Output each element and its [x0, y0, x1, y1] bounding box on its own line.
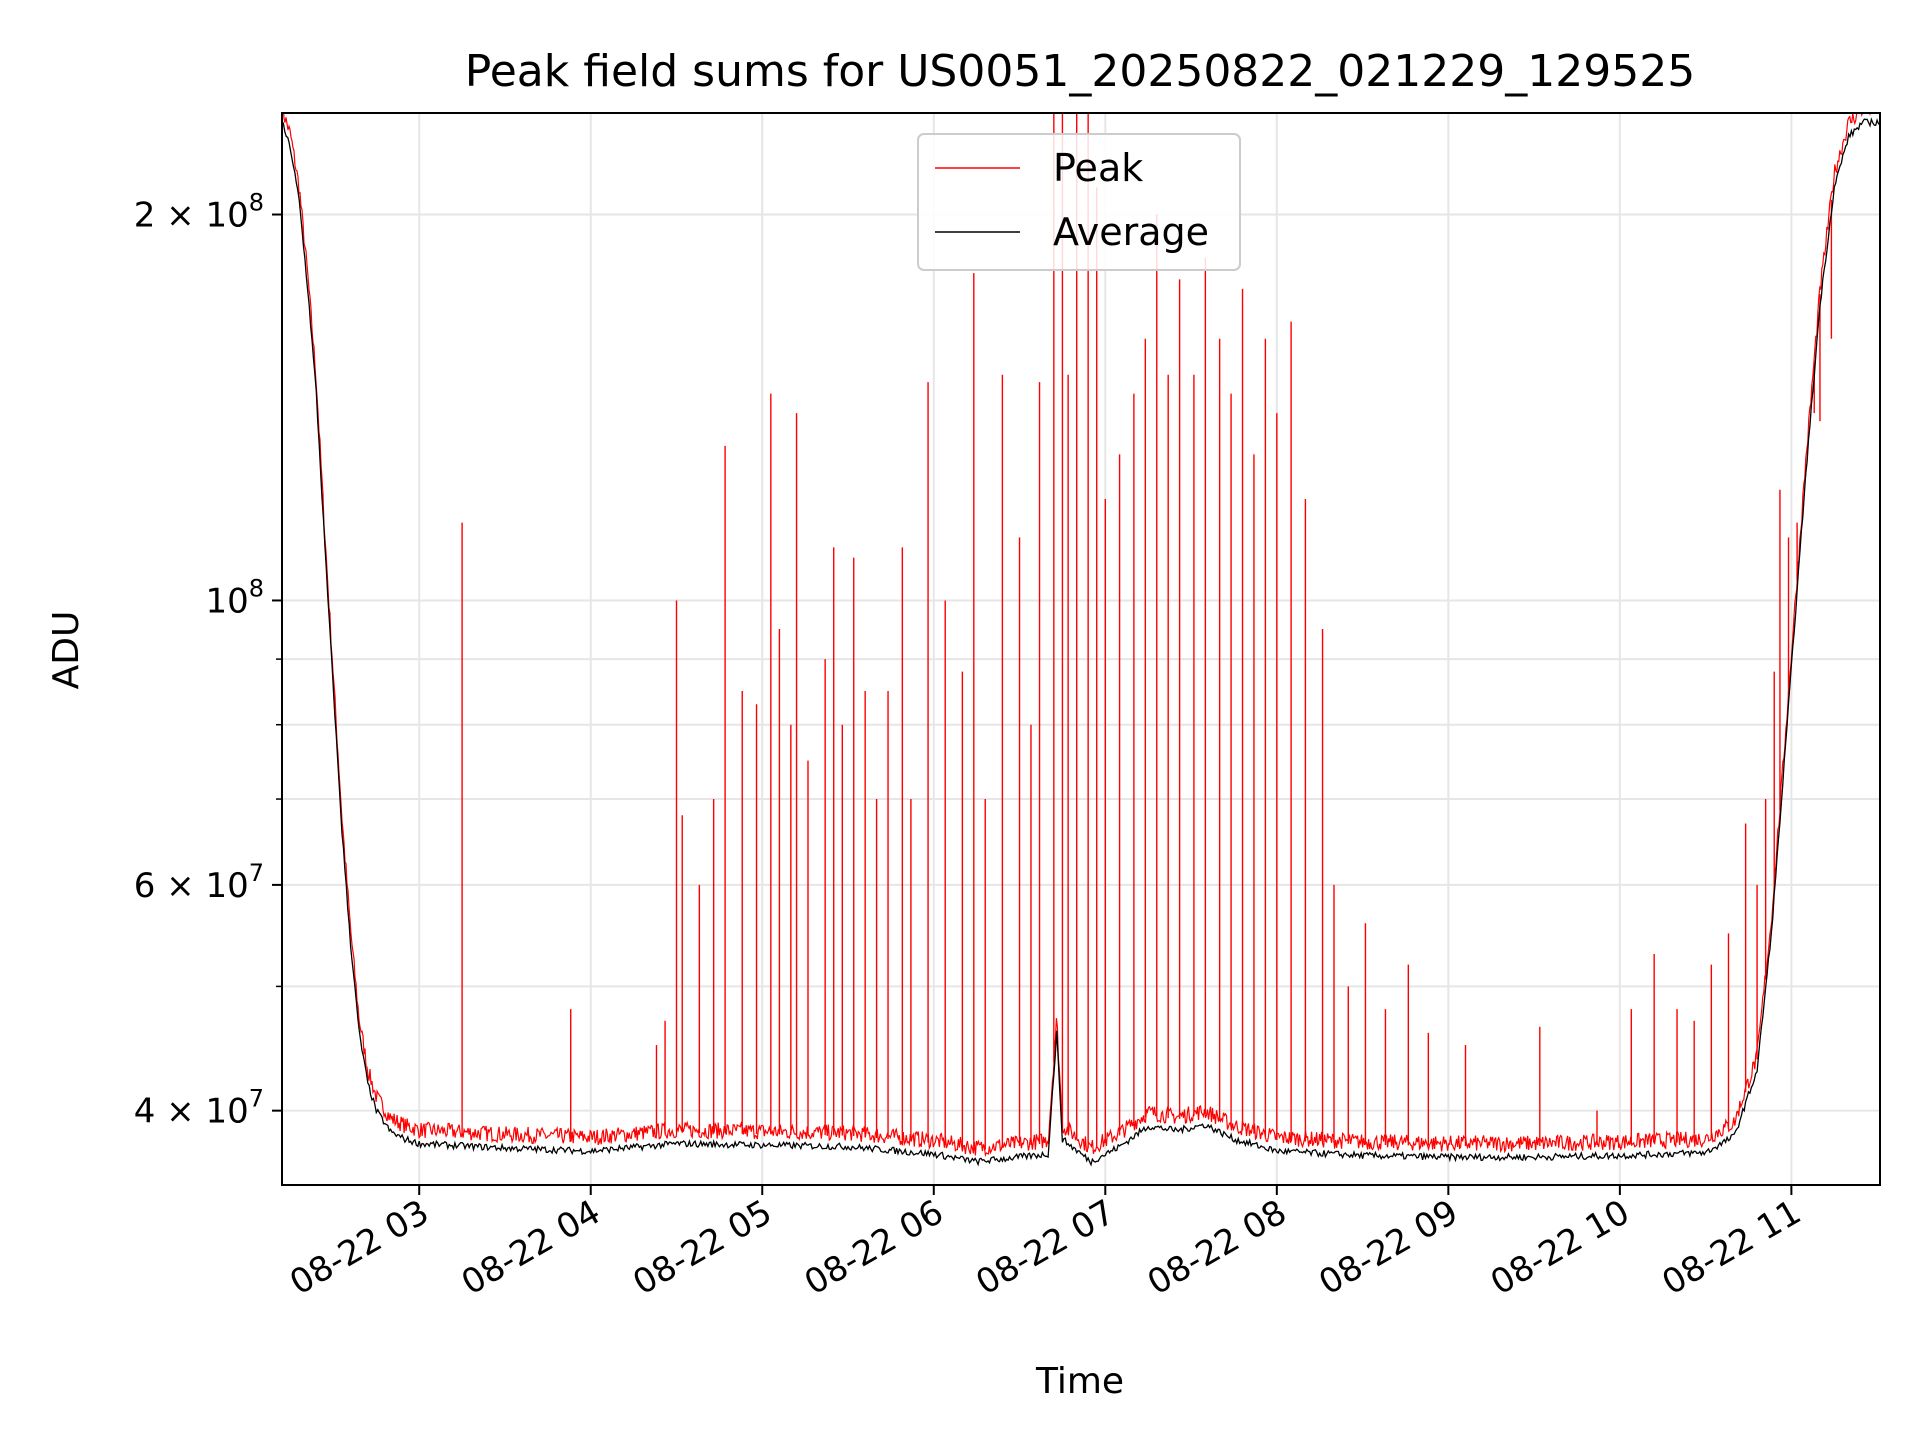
x-tick-label: 08-22 10	[1484, 1192, 1636, 1303]
x-tick-label: 08-22 06	[798, 1192, 950, 1303]
y-tick-label: 2 × 108	[134, 189, 264, 236]
peak-baseline	[282, 113, 1880, 1158]
series-peak	[282, 113, 1880, 1158]
x-tick-label: 08-22 07	[969, 1192, 1121, 1303]
legend: Peak Average	[917, 133, 1241, 271]
chart-title: Peak field sums for US0051_20250822_0212…	[465, 46, 1695, 97]
plot-series	[282, 113, 1880, 1167]
grid	[282, 113, 1880, 1185]
series-average	[282, 117, 1880, 1167]
y-tick-label: 4 × 107	[134, 1085, 264, 1132]
x-tick-label: 08-22 08	[1141, 1192, 1293, 1303]
y-axis: 4 × 107 6 × 107 108 2 × 108	[134, 189, 282, 1132]
plot-frame	[281, 112, 1881, 1186]
x-tick-label: 08-22 04	[455, 1192, 607, 1303]
legend-label-average: Average	[1053, 210, 1209, 254]
x-tick-label: 08-22 03	[283, 1192, 435, 1303]
y-axis-title: ADU	[46, 611, 87, 690]
y-tick-label: 108	[205, 574, 264, 621]
x-tick-label: 08-22 05	[626, 1192, 778, 1303]
y-tick-label: 6 × 107	[134, 859, 264, 906]
average-line	[282, 117, 1880, 1167]
x-tick-label: 08-22 11	[1655, 1192, 1807, 1303]
x-axis-title: Time	[1035, 1361, 1124, 1402]
x-tick-label: 08-22 09	[1312, 1192, 1464, 1303]
x-axis: 08-22 03 08-22 04 08-22 05 08-22 06 08-22 07…	[283, 1185, 1808, 1303]
legend-label-peak: Peak	[1053, 146, 1143, 190]
